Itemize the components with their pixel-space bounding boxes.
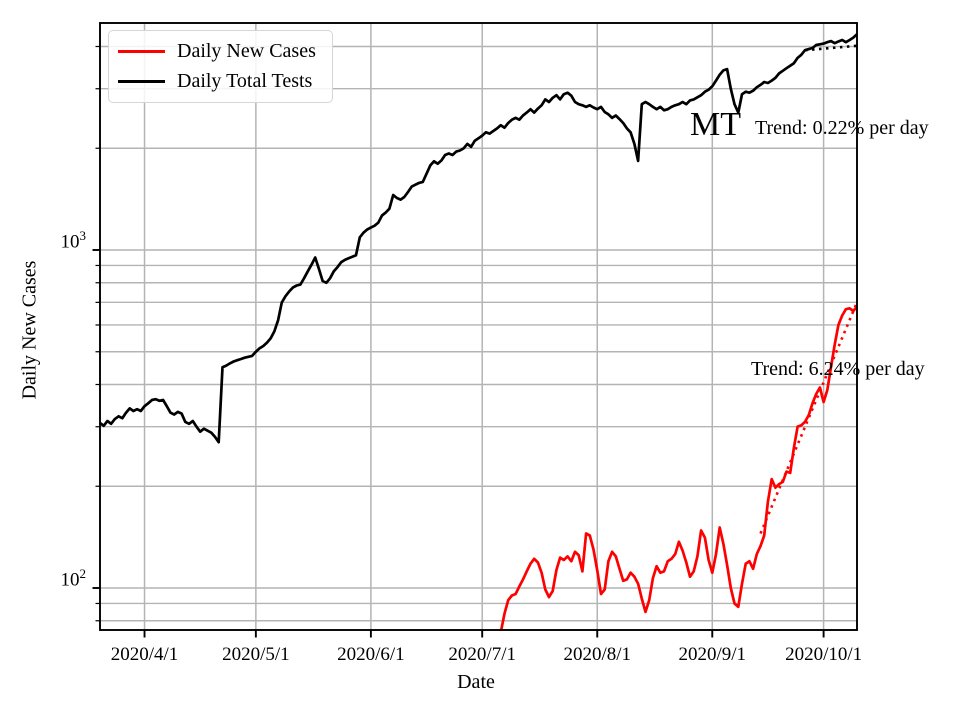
tests-trend-annotation: Trend: 0.22% per day bbox=[755, 117, 929, 139]
series-line-daily-total-tests bbox=[100, 32, 857, 444]
trend-line-tests-trend bbox=[804, 44, 857, 52]
legend-label: Daily New Cases bbox=[177, 40, 316, 62]
legend-line-sample-red bbox=[118, 50, 165, 53]
axes-spines bbox=[99, 22, 858, 631]
x-tick-label: 2020/8/1 bbox=[563, 644, 632, 665]
cases-trend-annotation: Trend: 6.24% per day bbox=[751, 358, 925, 380]
y-tick-label-100: 102 bbox=[60, 566, 87, 591]
x-tick-label: 2020/10/1 bbox=[785, 644, 863, 665]
x-tick-label: 2020/4/1 bbox=[110, 644, 179, 665]
legend-label: Daily Total Tests bbox=[177, 70, 313, 92]
legend: Daily New Cases Daily Total Tests bbox=[108, 30, 333, 103]
legend-entry-daily-total-tests: Daily Total Tests bbox=[118, 70, 316, 93]
x-tick-label: 2020/5/1 bbox=[222, 644, 290, 665]
legend-entry-daily-new-cases: Daily New Cases bbox=[118, 40, 316, 63]
y-axis-label: Daily New Cases bbox=[18, 260, 41, 400]
x-tick-label: 2020/6/1 bbox=[337, 644, 405, 665]
y-tick-label-1000: 103 bbox=[60, 228, 87, 253]
x-tick-label: 2020/9/1 bbox=[678, 644, 747, 665]
x-axis-label: Date bbox=[457, 671, 495, 693]
legend-line-sample-black bbox=[118, 80, 165, 83]
series-line-daily-new-cases bbox=[499, 305, 857, 630]
x-tick-label: 2020/7/1 bbox=[448, 644, 516, 665]
trend-line-cases-trend bbox=[759, 301, 857, 534]
state-abbreviation-label: MT bbox=[690, 106, 741, 143]
